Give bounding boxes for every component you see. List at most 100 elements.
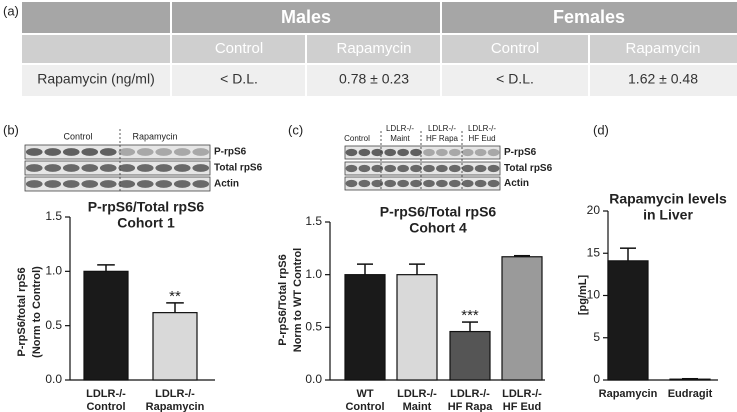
y-tick-label: 5 [593,330,600,344]
blot-band [99,164,117,172]
panel-label: (c) [288,122,303,137]
blot-band [136,148,154,156]
blot-band [345,148,358,157]
blot-band [155,180,173,188]
blot-band [397,164,409,173]
x-tick-label: Control [86,401,125,412]
blot-band [81,164,99,172]
blot-band [173,180,191,188]
y-tick-label: 20 [587,203,601,217]
blot-band [192,180,210,188]
blot-band [410,164,422,173]
x-tick-label: LDLR-/- [502,388,542,400]
blot-band [136,164,154,172]
blot-band [118,148,136,156]
blot-band [487,164,500,173]
blot-band [461,148,474,157]
x-tick-label: LDLR-/- [86,388,126,400]
y-tick-label: 1.5 [45,209,62,223]
blot-band [474,148,487,157]
blot-band [81,180,99,188]
panel-label: (b) [3,122,19,137]
band-label: P-rpS6 [504,147,537,158]
chart-title: P-rpS6/Total rpS6 [380,204,497,220]
y-tick-label: 1.5 [305,214,322,228]
x-tick-label: Eudragit [668,388,713,400]
bar [501,256,543,381]
table-header: Females [553,7,625,27]
blot-band [118,164,136,172]
y-tick-label: 15 [587,245,601,259]
blot-band [25,148,43,156]
blot-band [448,164,461,173]
blot-band [384,179,397,188]
blot-band [81,148,99,156]
lane-group-label: Control [63,131,92,141]
blot-band [371,148,384,157]
blot-band [345,164,358,173]
blot-band [371,164,384,173]
blot-band [384,148,397,157]
blot-band [487,179,500,188]
subheader-row [22,35,737,63]
lane-group-label: LDLR-/- [468,124,496,133]
significance: *** [461,307,479,324]
blot-band [62,164,80,172]
panel-label: (d) [593,122,609,137]
lane-group-label: Rapamycin [132,131,177,141]
y-axis-title: [pg/mL] [577,275,589,316]
table-subheader: Control [215,40,263,57]
bar [344,274,386,381]
blot-band [136,180,154,188]
table-cell: < D.L. [220,71,258,87]
blot-band [358,148,371,157]
x-tick-label: Control [345,401,384,412]
band-label: Total rpS6 [214,163,263,174]
blot-band [448,179,461,188]
blot-band [474,179,487,188]
y-axis-title: P-rpS6/Total rpS6 [277,254,289,345]
y-tick-label: 0.5 [45,318,62,332]
blot-band [436,179,448,188]
blot-band [44,164,62,172]
y-tick-label: 0.0 [305,372,322,386]
blot-band [397,148,409,157]
blot-band [44,180,62,188]
panel-label: (a) [3,3,19,18]
lane-group-label: HF Eud [468,134,495,143]
chart-title: in Liver [643,207,693,223]
blot-band [99,148,117,156]
blot-band [173,164,191,172]
chart-title: Cohort 4 [409,220,467,236]
x-tick-label: LDLR-/- [450,388,490,400]
blot-band [423,164,435,173]
table-dividers [170,2,590,96]
blot-band [192,148,210,156]
band-label: Total rpS6 [504,163,553,174]
y-tick-label: 0.5 [305,320,322,334]
bar [396,274,438,381]
blot-band [173,148,191,156]
lane-group-label: LDLR-/- [386,124,414,133]
x-tick-label: WT [356,388,373,400]
blot-band [397,179,409,188]
table-subheader: Control [491,40,539,57]
blot-band [384,164,397,173]
table-subheader: Rapamycin [625,40,700,57]
blot-band [25,164,43,172]
band-label: Actin [214,179,239,190]
chart-title: Cohort 1 [117,215,175,231]
bar [152,312,198,381]
y-tick-label: 10 [587,288,601,302]
blot-band [371,179,384,188]
table: (a) Males Females Control Rapamycin Cont… [3,2,737,96]
blot-band [155,148,173,156]
blot-band [461,179,474,188]
bar [607,260,649,381]
blot-band [474,164,487,173]
y-axis-title: P-rpS6/total rpS6 [16,267,28,356]
blot-band [448,148,461,157]
x-tick-label: HF Rapa [448,401,494,412]
table-subheader: Rapamycin [336,40,411,57]
bar [83,270,129,381]
